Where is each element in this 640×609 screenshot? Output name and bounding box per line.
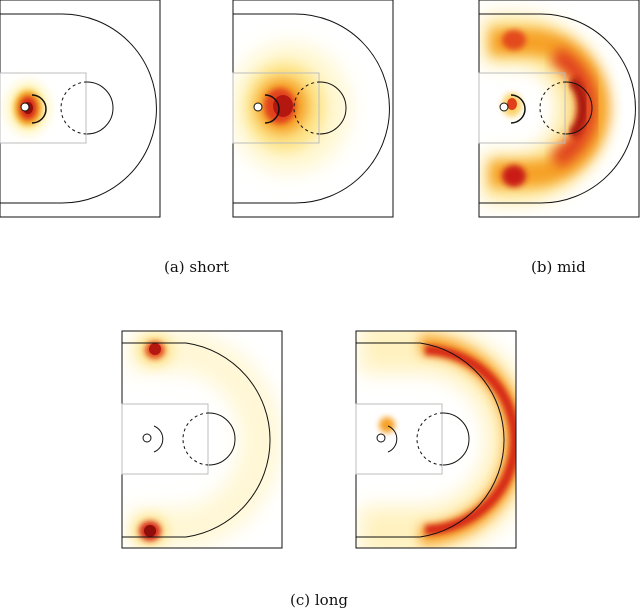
court-long-corners xyxy=(121,330,283,549)
heat-blobs-short-2 xyxy=(233,43,350,173)
caption-short: (a) short xyxy=(164,258,230,276)
heat-blobs-mid xyxy=(485,17,609,201)
heatmap-long-arc xyxy=(355,330,517,549)
court-short xyxy=(0,0,161,218)
court-long-arc xyxy=(355,330,517,549)
heatmap-mid xyxy=(478,0,640,218)
caption-mid: (b) mid xyxy=(531,258,586,276)
caption-long: (c) long xyxy=(290,591,348,609)
heatmap-long-corners xyxy=(121,330,283,549)
heat-blobs-long-corners xyxy=(130,332,282,548)
court-mid xyxy=(478,0,640,218)
heatmap-short-2 xyxy=(232,0,394,218)
court-short-2 xyxy=(232,0,394,218)
heatmap-short xyxy=(0,0,161,218)
